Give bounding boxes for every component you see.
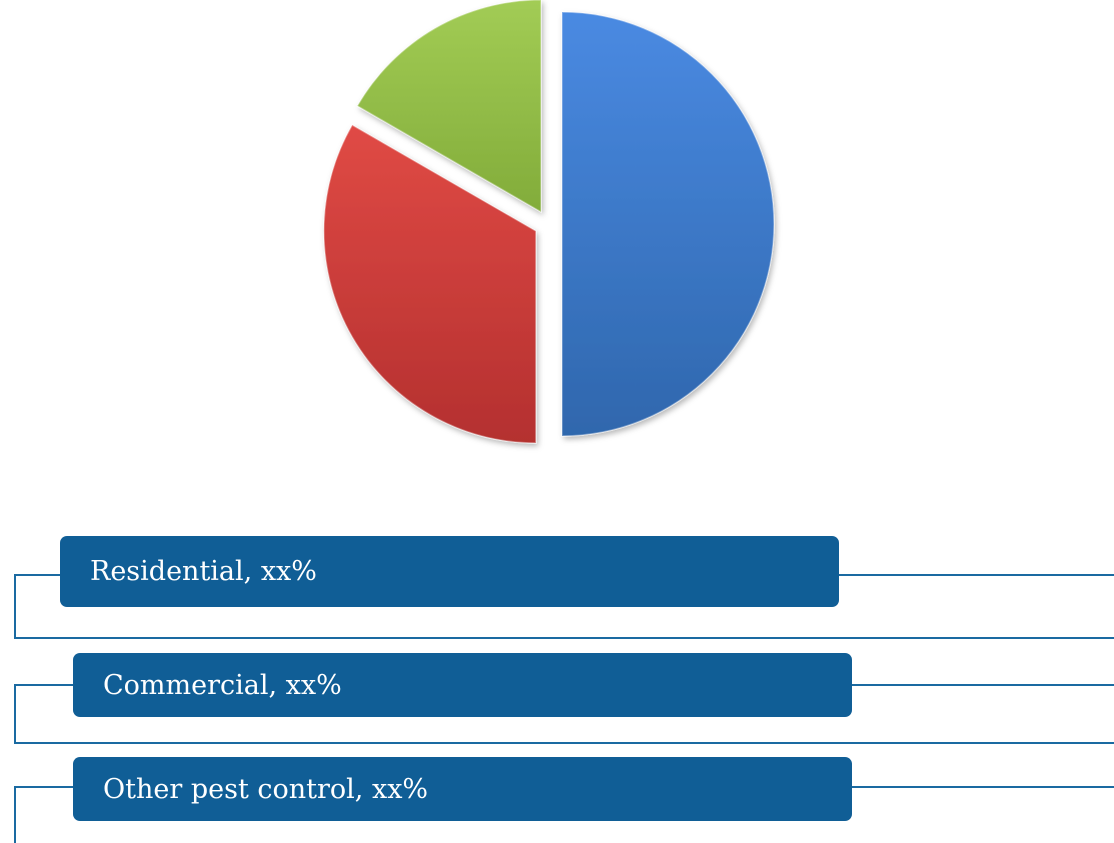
pie-slice-other-pest-control [356, 0, 542, 214]
legend-label-commercial: Commercial, xx% [103, 669, 342, 701]
legend-label-other-pest-control: Other pest control, xx% [103, 773, 429, 805]
legend-item-other-pest-control: Other pest control, xx% [73, 757, 852, 821]
pie-chart [323, 0, 775, 444]
pie-slice-commercial [323, 124, 537, 444]
legend-item-commercial: Commercial, xx% [73, 653, 852, 717]
pie-slice-residential [561, 11, 775, 437]
pie-slices [323, 0, 775, 444]
legend-label-residential: Residential, xx% [90, 556, 317, 587]
legend-item-residential: Residential, xx% [60, 536, 839, 607]
